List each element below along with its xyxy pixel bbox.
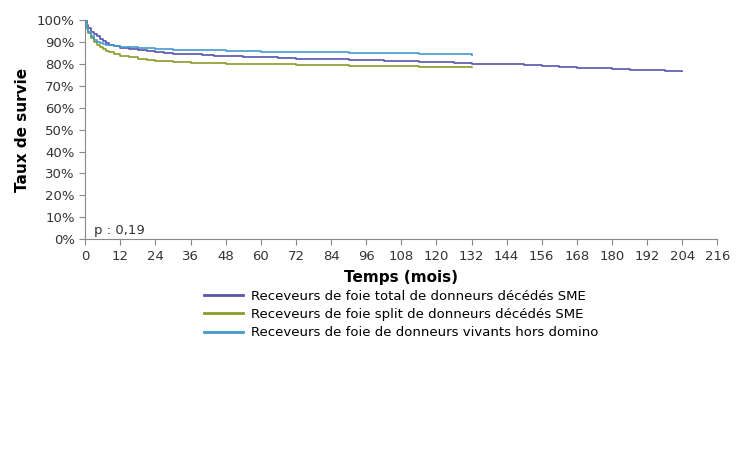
X-axis label: Temps (mois): Temps (mois): [344, 269, 458, 285]
Y-axis label: Taux de survie: Taux de survie: [15, 68, 30, 192]
Text: p : 0,19: p : 0,19: [94, 224, 145, 237]
Legend: Receveurs de foie total de donneurs décédés SME, Receveurs de foie split de donn: Receveurs de foie total de donneurs décé…: [204, 290, 599, 339]
